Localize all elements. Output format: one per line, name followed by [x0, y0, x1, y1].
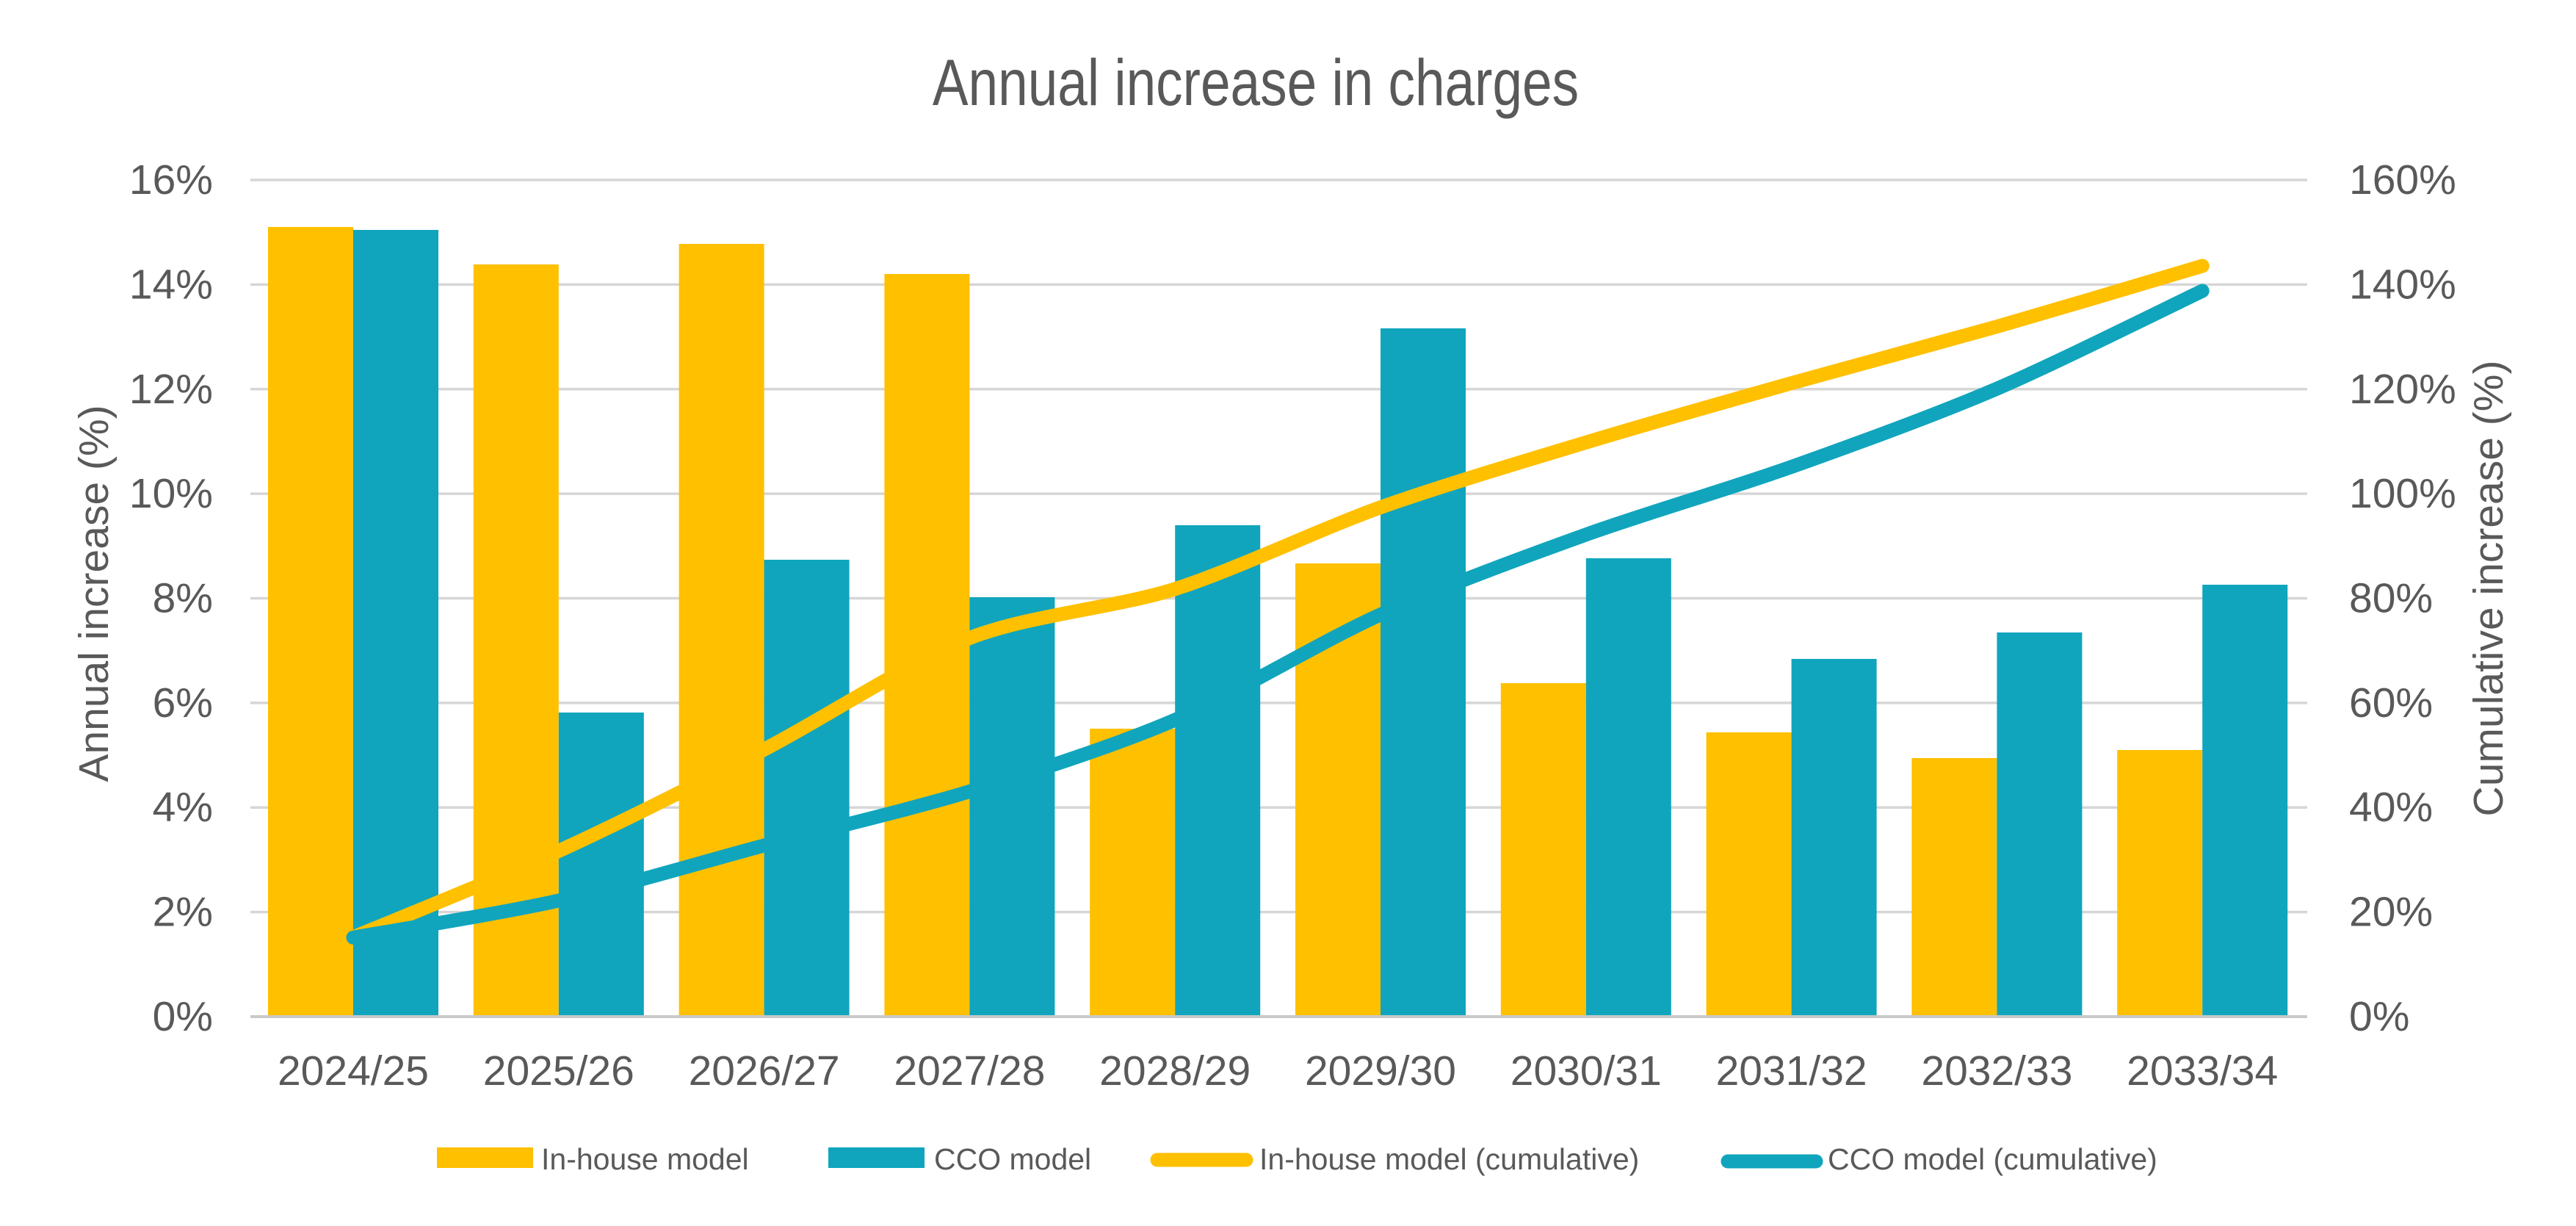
svg-text:14%: 14%	[129, 261, 213, 308]
svg-text:120%: 120%	[2349, 366, 2456, 413]
svg-text:60%: 60%	[2349, 679, 2433, 726]
svg-text:In-house model: In-house model	[541, 1142, 749, 1176]
svg-text:CCO model: CCO model	[934, 1142, 1091, 1176]
svg-text:2027/28: 2027/28	[894, 1047, 1045, 1095]
svg-text:Cumulative increase (%): Cumulative increase (%)	[2465, 361, 2512, 817]
svg-text:CCO model (cumulative): CCO model (cumulative)	[1828, 1142, 2157, 1176]
svg-text:Annual increase (%): Annual increase (%)	[70, 405, 117, 782]
svg-text:40%: 40%	[2349, 784, 2433, 831]
svg-text:160%: 160%	[2349, 156, 2456, 203]
svg-text:2025/26: 2025/26	[483, 1047, 634, 1095]
svg-text:0%: 0%	[2349, 993, 2409, 1040]
svg-text:2032/33: 2032/33	[1921, 1047, 2072, 1095]
svg-text:12%: 12%	[129, 366, 213, 413]
svg-text:8%: 8%	[153, 575, 213, 622]
svg-text:2026/27: 2026/27	[689, 1047, 840, 1095]
svg-text:2030/31: 2030/31	[1510, 1047, 1662, 1095]
svg-text:4%: 4%	[153, 784, 213, 831]
svg-text:Annual increase in charges: Annual increase in charges	[933, 46, 1579, 120]
svg-text:2033/34: 2033/34	[2127, 1047, 2278, 1095]
svg-text:6%: 6%	[153, 679, 213, 726]
svg-text:16%: 16%	[129, 156, 213, 203]
svg-text:140%: 140%	[2349, 261, 2456, 308]
svg-text:2031/32: 2031/32	[1716, 1047, 1867, 1095]
svg-text:80%: 80%	[2349, 575, 2433, 622]
svg-text:2028/29: 2028/29	[1099, 1047, 1251, 1095]
svg-text:In-house model (cumulative): In-house model (cumulative)	[1259, 1142, 1639, 1176]
svg-text:2%: 2%	[153, 889, 213, 936]
svg-text:2029/30: 2029/30	[1305, 1047, 1456, 1095]
svg-text:0%: 0%	[153, 993, 213, 1040]
svg-text:2024/25: 2024/25	[278, 1047, 429, 1095]
svg-text:10%: 10%	[129, 470, 213, 517]
svg-text:100%: 100%	[2349, 470, 2456, 517]
svg-text:20%: 20%	[2349, 889, 2433, 936]
